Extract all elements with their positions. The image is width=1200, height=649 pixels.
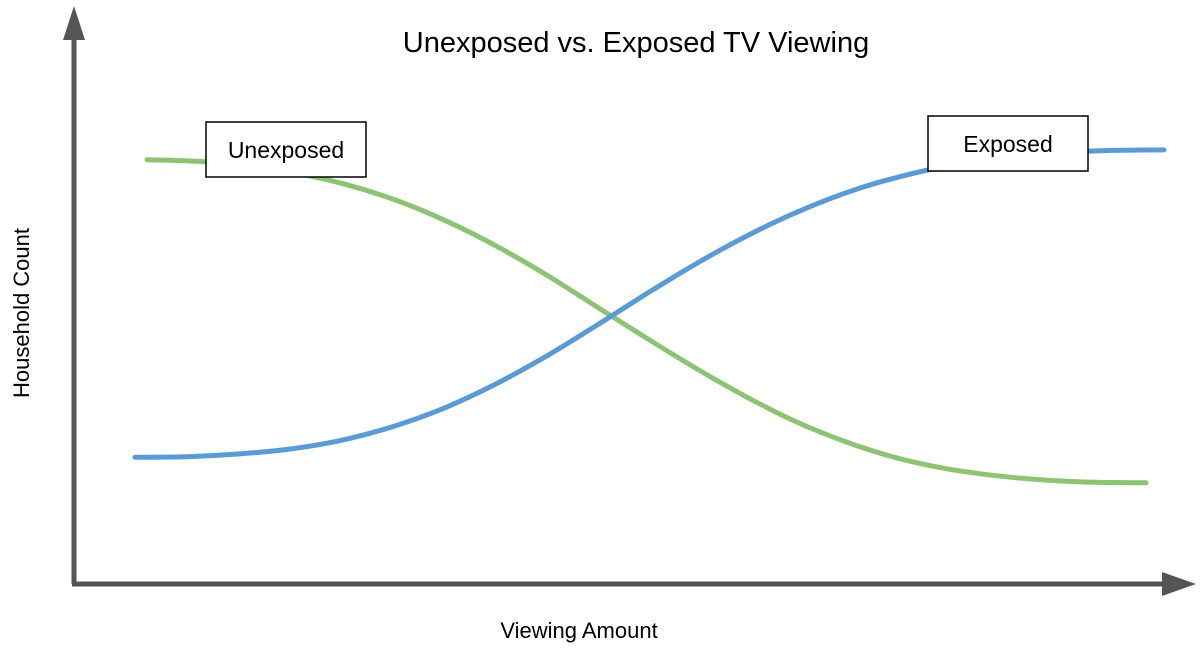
legend-exposed: Exposed	[927, 115, 1089, 172]
legend-box-unexposed	[205, 121, 367, 178]
legend-box-exposed	[927, 115, 1089, 172]
x-axis-arrow-icon	[1162, 572, 1196, 596]
series-line-exposed	[132, 147, 1167, 460]
x-axis-label: Viewing Amount	[500, 618, 657, 643]
series-line-unexposed	[144, 157, 1149, 486]
legend-label-exposed: Exposed	[963, 131, 1053, 157]
y-axis-arrow-icon	[63, 6, 85, 40]
legend-unexposed: Unexposed	[205, 121, 367, 178]
legend-label-unexposed: Unexposed	[228, 137, 344, 163]
chart-title: Unexposed vs. Exposed TV Viewing	[403, 27, 869, 59]
axes	[63, 6, 1196, 596]
series-group	[132, 147, 1167, 486]
y-axis-label: Household Count	[9, 228, 34, 398]
